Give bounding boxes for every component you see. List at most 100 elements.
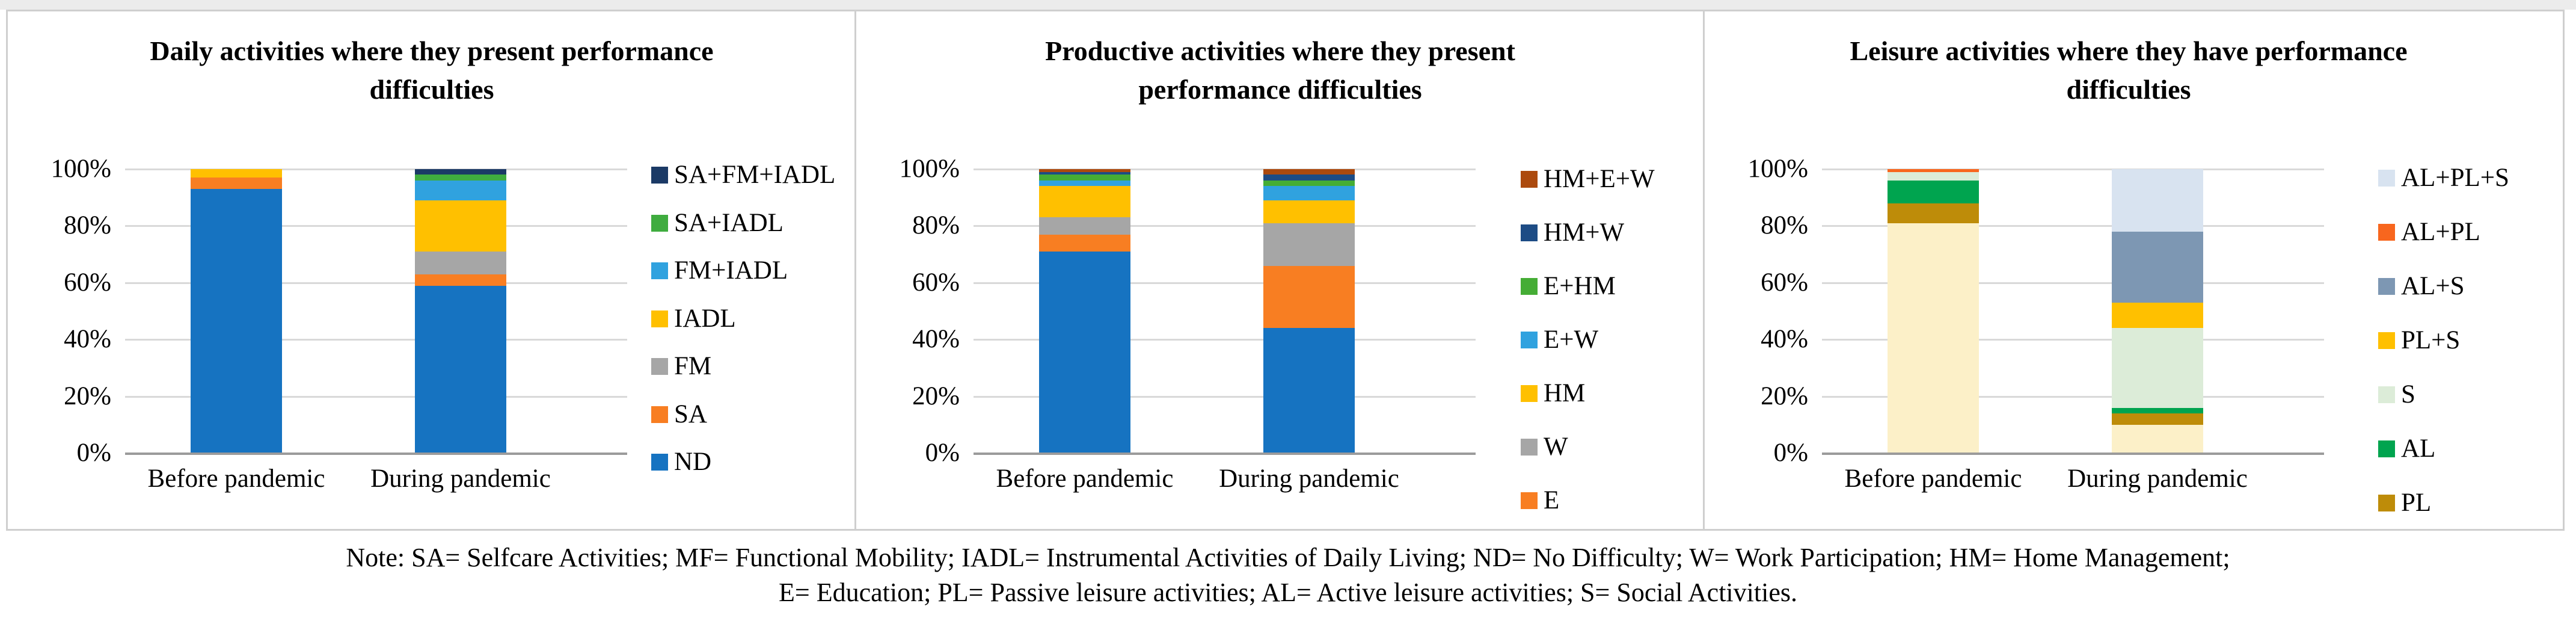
legend-swatch-fm-iadl bbox=[651, 262, 668, 279]
bar-segment-sa bbox=[191, 178, 282, 190]
chart-panel-productive-activities: Productive activities where they present… bbox=[854, 10, 1705, 531]
bar-segment-hm-w bbox=[1039, 171, 1130, 175]
plot-area-productive: 100% 80% 60% 40% 20% 0% Before pandemic During … bbox=[856, 11, 1703, 529]
bar-segment-s bbox=[2112, 328, 2203, 408]
legend-label-w: W bbox=[1544, 433, 1568, 461]
bar-segment-iadl bbox=[415, 200, 506, 252]
bar-segment-s bbox=[1888, 171, 1979, 181]
bar-segment-e bbox=[1039, 234, 1130, 252]
plot-area-daily: 100% 80% 60% 40% 20% 0% Before pandemic During … bbox=[8, 11, 854, 529]
legend-label-al: AL bbox=[2401, 434, 2436, 463]
legend-label-e: E bbox=[1544, 486, 1560, 514]
bar-segment-e-hm bbox=[1039, 175, 1130, 181]
gridline bbox=[974, 339, 1476, 341]
legend-swatch-sa-fm-iadl bbox=[651, 167, 668, 184]
x-axis-category-label: During pandemic bbox=[2067, 465, 2248, 493]
bar-segment-sa-iadl bbox=[415, 175, 506, 181]
gridline bbox=[974, 225, 1476, 227]
legend-swatch-pl-s bbox=[2378, 332, 2395, 349]
legend-swatch-e bbox=[1521, 492, 1538, 509]
stacked-bar-during-pandemic bbox=[415, 169, 506, 453]
chart-title: Productive activities where they present… bbox=[952, 32, 1608, 109]
y-axis-tick-label: 0% bbox=[76, 439, 111, 467]
y-axis-tick-label: 20% bbox=[912, 382, 960, 410]
x-axis-category-label: During pandemic bbox=[1219, 465, 1399, 493]
legend-swatch-hm-e-w bbox=[1521, 171, 1538, 188]
legend-swatch-sa bbox=[651, 406, 668, 423]
x-axis-category-label: Before pandemic bbox=[996, 465, 1174, 493]
note-line1: Note: SA= Selfcare Activities; MF= Funct… bbox=[346, 543, 2230, 572]
gridline bbox=[974, 396, 1476, 398]
chart-title: Leisure activities where they have perfo… bbox=[1801, 32, 2456, 109]
legend-swatch-al-pl bbox=[2378, 224, 2395, 241]
legend-swatch-w bbox=[1521, 439, 1538, 456]
chart-title-line2: difficulties bbox=[2066, 74, 2191, 105]
legend-label-al-pl-s: AL+PL+S bbox=[2401, 164, 2509, 192]
top-strip bbox=[0, 0, 2576, 10]
x-axis-line bbox=[125, 453, 627, 455]
chart-title-line1: Leisure activities where they have perfo… bbox=[1850, 36, 2408, 66]
bar-segment-e bbox=[1263, 265, 1355, 329]
stacked-bar-during-pandemic bbox=[1263, 169, 1355, 453]
y-axis-tick-label: 20% bbox=[64, 382, 111, 410]
chart-title-line1: Daily activities where they present perf… bbox=[150, 36, 714, 66]
bar-segment-al-s bbox=[2112, 231, 2203, 303]
bar-segment-pl bbox=[1888, 203, 1979, 223]
legend-label-hm: HM bbox=[1544, 379, 1586, 407]
legend-swatch-al-s bbox=[2378, 278, 2395, 295]
legend-label-pl: PL bbox=[2401, 489, 2432, 517]
bar-segment-hm bbox=[1039, 186, 1130, 218]
bar-segment-nd bbox=[191, 189, 282, 453]
x-axis-line bbox=[974, 453, 1476, 455]
stacked-bar-before-pandemic bbox=[191, 169, 282, 453]
y-axis-tick-label: 60% bbox=[912, 268, 960, 297]
bar-segment-nd bbox=[2112, 424, 2203, 453]
legend-label-pl-s: PL+S bbox=[2401, 326, 2461, 354]
gridline bbox=[974, 168, 1476, 170]
chart-title-line2: performance difficulties bbox=[1138, 74, 1422, 105]
bar-segment-nd bbox=[415, 285, 506, 453]
note-line2: E= Education; PL= Passive leisure activi… bbox=[779, 578, 1797, 607]
y-axis-tick-label: 100% bbox=[899, 155, 960, 183]
chart-panel-daily-activities: Daily activities where they present perf… bbox=[6, 10, 856, 531]
chart-title-line2: difficulties bbox=[369, 74, 494, 105]
legend-swatch-hm-w bbox=[1521, 224, 1538, 241]
legend-label-e-hm: E+HM bbox=[1544, 272, 1616, 300]
y-axis-tick-label: 40% bbox=[912, 325, 960, 353]
gridline bbox=[125, 282, 627, 284]
legend-swatch-iadl bbox=[651, 310, 668, 327]
plot-area-leisure: 100% 80% 60% 40% 20% 0% Before pandemic During … bbox=[1705, 11, 2563, 529]
legend-swatch-nd bbox=[651, 454, 668, 471]
bar-segment-al-pl bbox=[1888, 169, 1979, 172]
x-axis-category-label: During pandemic bbox=[370, 465, 551, 493]
y-axis-tick-label: 60% bbox=[64, 268, 111, 297]
chart-title: Daily activities where they present perf… bbox=[104, 32, 759, 109]
legend-label-fm: FM bbox=[674, 352, 712, 380]
gridline bbox=[125, 168, 627, 170]
legend-label-sa-fm-iadl: SA+FM+IADL bbox=[674, 161, 836, 189]
gridline bbox=[1822, 168, 2324, 170]
legend-swatch-al-pl-s bbox=[2378, 170, 2395, 187]
gridline bbox=[1822, 282, 2324, 284]
legend-label-sa: SA bbox=[674, 400, 707, 428]
stacked-bar-before-pandemic bbox=[1888, 169, 1979, 453]
bar-segment-nd bbox=[1039, 251, 1130, 453]
chart-panel-leisure-activities: Leisure activities where they have perfo… bbox=[1703, 10, 2565, 531]
y-axis-tick-label: 40% bbox=[1761, 325, 1808, 353]
legend-label-hm-e-w: HM+E+W bbox=[1544, 165, 1655, 193]
legend-swatch-al bbox=[2378, 440, 2395, 457]
legend-swatch-e-w bbox=[1521, 332, 1538, 348]
y-axis-tick-label: 0% bbox=[1773, 439, 1808, 467]
bar-segment-al-pl-s bbox=[2112, 169, 2203, 232]
bar-segment-e-w bbox=[1039, 180, 1130, 187]
legend-label-hm-w: HM+W bbox=[1544, 218, 1625, 247]
legend-label-fm-iadl: FM+IADL bbox=[674, 256, 788, 285]
bar-segment-fm bbox=[415, 251, 506, 274]
legend-label-iadl: IADL bbox=[674, 304, 736, 333]
y-axis-tick-label: 100% bbox=[51, 155, 111, 183]
legend-swatch-s bbox=[2378, 386, 2395, 403]
gridline bbox=[1822, 396, 2324, 398]
bar-segment-hm-e-w bbox=[1263, 169, 1355, 175]
bar-segment-nd bbox=[1263, 328, 1355, 453]
legend-label-s: S bbox=[2401, 380, 2415, 409]
